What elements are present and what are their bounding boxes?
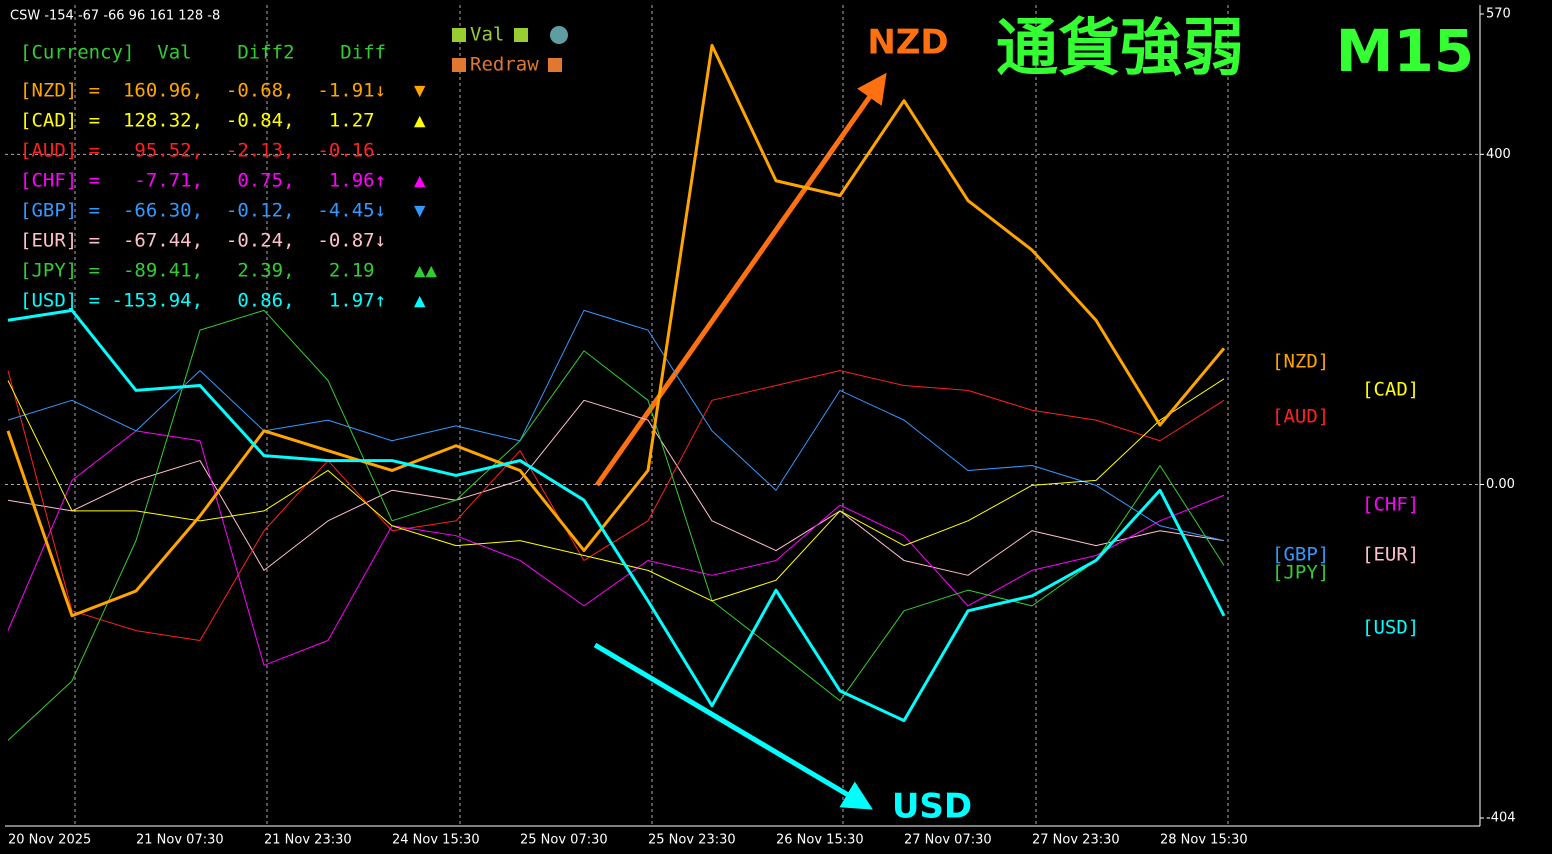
x-tick-label: 20 Nov 2025 (8, 833, 91, 848)
series-line (7, 309, 1225, 542)
y-tick-label: 0.00 (1486, 477, 1515, 492)
annotation: USD (892, 787, 972, 827)
x-tick-label: 25 Nov 23:30 (648, 833, 736, 848)
chart-subtitle: M15 (1336, 17, 1474, 85)
trend-mark: ▲ (414, 290, 426, 312)
val-button[interactable]: Val (470, 24, 504, 46)
val-box (452, 28, 466, 42)
series-label: [CHF] (1362, 494, 1419, 516)
x-tick-label: 27 Nov 23:30 (1032, 833, 1120, 848)
panel-row: [GBP] = -66.30, -0.12, -4.45↓ (20, 200, 386, 222)
series-label: [NZD] (1272, 351, 1329, 373)
dot[interactable] (550, 26, 568, 44)
x-tick-label: 25 Nov 07:30 (520, 833, 608, 848)
series-label: [JPY] (1272, 562, 1329, 584)
panel-row: [EUR] = -67.44, -0.24, -0.87↓ (20, 230, 386, 252)
trend-mark: ▲ (414, 110, 426, 132)
series-line (7, 430, 1225, 666)
series-line (6, 43, 1226, 618)
y-tick-label: 570 (1486, 7, 1511, 22)
series-label: [CAD] (1362, 379, 1419, 401)
panel-header: [Currency] Val Diff2 Diff (20, 42, 386, 64)
series-label: [USD] (1362, 617, 1419, 639)
panel-row: [CAD] = 128.32, -0.84, 1.27 (20, 110, 375, 132)
trend-mark: ▲ (414, 170, 426, 192)
panel-row: [CHF] = -7.71, 0.75, 1.96↑ (20, 170, 386, 192)
y-tick-label: -404 (1486, 811, 1516, 826)
x-tick-label: 21 Nov 23:30 (264, 833, 352, 848)
trend-mark: ▼ (414, 80, 426, 102)
annotation: NZD (867, 23, 948, 63)
panel-row: [NZD] = 160.96, -0.68, -1.91↓ (20, 80, 386, 102)
series-line (7, 378, 1225, 602)
x-tick-label: 27 Nov 07:30 (904, 833, 992, 848)
redraw-box (452, 58, 466, 72)
panel-row: [USD] = -153.94, 0.86, 1.97↑ (20, 290, 386, 312)
val-box (514, 28, 528, 42)
chart-title: 通貨強弱 (996, 11, 1244, 84)
panel-row: [JPY] = -89.41, 2.39, 2.19 (20, 260, 375, 282)
series-label: [EUR] (1362, 544, 1419, 566)
redraw-box (548, 58, 562, 72)
down-arrow (593, 642, 873, 810)
trend-mark: ▲▲ (414, 260, 437, 282)
x-tick-label: 28 Nov 15:30 (1160, 833, 1248, 848)
series-label: [GBP] (1272, 544, 1329, 566)
redraw-button[interactable]: Redraw (470, 54, 539, 76)
series-line (7, 370, 1225, 642)
series-line (7, 309, 1225, 741)
series-label: [AUD] (1272, 406, 1329, 428)
x-tick-label: 26 Nov 15:30 (776, 833, 864, 848)
panel-row: [AUD] = 95.52, -2.13, -0.16 (20, 140, 375, 162)
series-line (7, 308, 1226, 723)
header: CSW -154 -67 -66 96 161 128 -8 (10, 9, 220, 24)
vertical-grid (74, 5, 1229, 826)
trend-mark: ▼ (414, 200, 426, 222)
y-tick-label: 400 (1486, 147, 1511, 162)
x-tick-label: 21 Nov 07:30 (136, 833, 224, 848)
x-tick-label: 24 Nov 15:30 (392, 833, 480, 848)
